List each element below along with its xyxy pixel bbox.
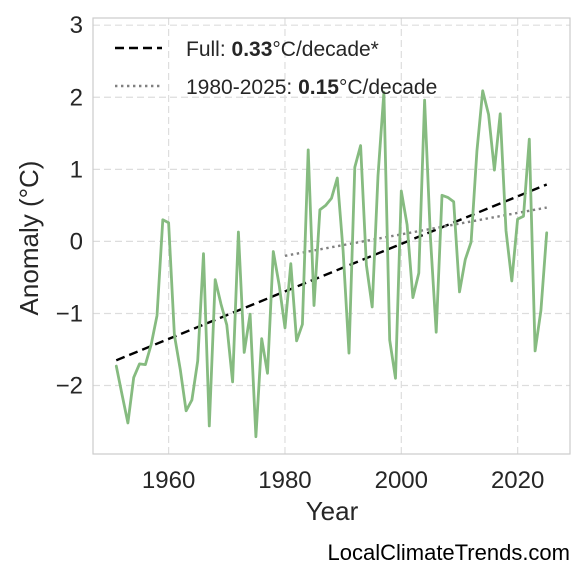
y-tick-label: 3 <box>70 12 83 39</box>
trend-lines <box>115 183 548 362</box>
x-tick-label: 1980 <box>258 467 311 494</box>
full-trend-line <box>115 183 548 362</box>
y-tick-label: 0 <box>70 228 83 255</box>
y-axis-label: Anomaly (°C) <box>14 161 44 316</box>
anomaly-series-line <box>114 89 549 439</box>
y-tick-label: 1 <box>70 156 83 183</box>
y-tick-label: 2 <box>70 84 83 111</box>
x-tick-label: 1960 <box>142 467 195 494</box>
x-tick-label: 2020 <box>491 467 544 494</box>
plot-frame <box>92 17 571 455</box>
legend-recent-label: 1980-2025: 0.15°C/decade <box>186 76 437 99</box>
recent-trend-line <box>284 206 547 257</box>
x-tick-label: 2000 <box>375 467 428 494</box>
legend: Full: 0.33°C/decade* 1980-2025: 0.15°C/d… <box>115 38 437 99</box>
y-tick-label: −1 <box>56 300 83 327</box>
tick-labels: 1960 1980 2000 2020 3 2 1 0 −1 −2 <box>56 12 545 494</box>
data-series <box>114 89 549 439</box>
x-axis-label: Year <box>306 496 359 526</box>
y-tick-label: −2 <box>56 373 83 400</box>
legend-full-label: Full: 0.33°C/decade* <box>186 38 379 61</box>
watermark-text: LocalClimateTrends.com <box>328 540 571 565</box>
